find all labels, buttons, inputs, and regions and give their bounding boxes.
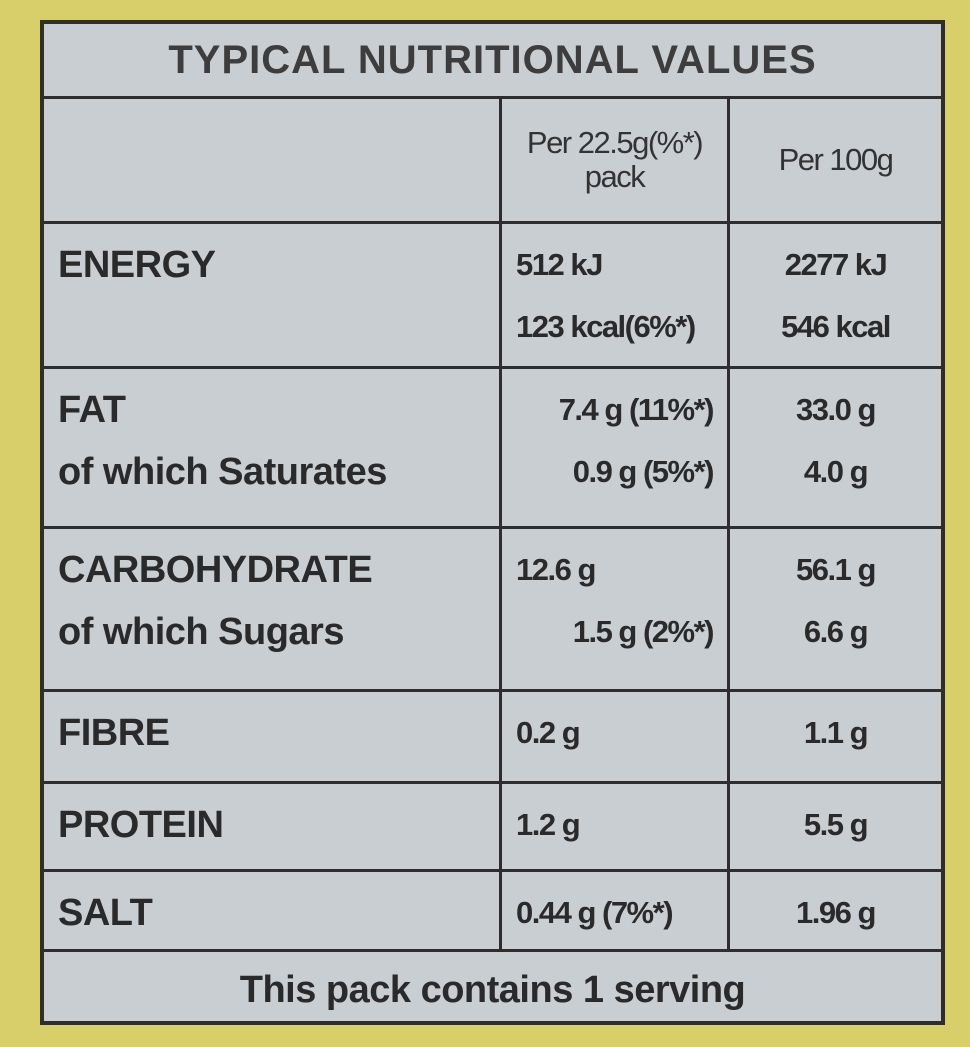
per-pack-value: 7.4 g (11%*) (558, 392, 715, 427)
per-100g-cell: 56.1 g 6.6 g (730, 529, 941, 689)
per-100g-value: 5.5 g (803, 807, 869, 842)
per-pack-value: 0.9 g (5%*) (572, 454, 715, 489)
table-row: ENERGY 512 kJ 123 kcal(6%*) 2277 kJ 546 kcal (44, 224, 941, 369)
nutrition-table: TYPICAL NUTRITIONAL VALUES Per 22.5g(%*)… (40, 20, 945, 1025)
nutrient-cell: FAT of which Saturates (44, 369, 502, 526)
per-100g-value: 2277 kJ (784, 247, 888, 282)
header-cell: Per 22.5g(%*) pack (502, 99, 730, 221)
per-pack-cell: 0.44 g (7%*) (502, 872, 730, 949)
table-row: FIBRE 0.2 g 1.1 g (44, 692, 941, 784)
per-pack-value: 512 kJ (516, 247, 603, 282)
per-pack-value: 0.2 g (516, 715, 581, 750)
per-100g-value: 56.1 g (796, 552, 876, 587)
per-100g-value: 6.6 g (803, 614, 869, 649)
per-pack-value: 12.6 g (516, 552, 596, 587)
per-pack-value: 123 kcal(6%*) (516, 309, 696, 344)
nutrient-label: PROTEIN (58, 804, 224, 846)
per-100g-cell: 33.0 g 4.0 g (730, 369, 941, 526)
nutrient-cell: SALT (44, 872, 502, 949)
nutrient-label: of which Sugars (58, 611, 344, 653)
column-header: pack (584, 159, 646, 194)
header-cell: Per 100g (730, 99, 941, 221)
header-cell (44, 99, 502, 221)
per-pack-cell: 0.2 g (502, 692, 730, 781)
per-100g-cell: 1.96 g (730, 872, 941, 949)
table-title: TYPICAL NUTRITIONAL VALUES (44, 24, 941, 99)
nutrient-label: SALT (58, 892, 153, 934)
per-100g-cell: 2277 kJ 546 kcal (730, 224, 941, 366)
column-header: Per 22.5g(%*) (526, 125, 704, 160)
nutrient-label: FIBRE (58, 712, 170, 754)
nutrient-label: of which Saturates (58, 451, 387, 493)
per-pack-value: 0.44 g (7%*) (516, 895, 674, 930)
per-pack-value: 1.2 g (516, 807, 581, 842)
nutrient-label: CARBOHYDRATE (58, 549, 373, 591)
table-footer: This pack contains 1 serving (44, 949, 941, 1028)
per-pack-cell: 512 kJ 123 kcal(6%*) (502, 224, 730, 366)
nutrient-cell: ENERGY (44, 224, 502, 366)
nutrient-cell: CARBOHYDRATE of which Sugars (44, 529, 502, 689)
per-100g-value: 33.0 g (796, 392, 876, 427)
column-header: Per 100g (778, 142, 894, 177)
table-row: SALT 0.44 g (7%*) 1.96 g (44, 872, 941, 949)
table-row: CARBOHYDRATE of which Sugars 12.6 g 1.5 g (… (44, 529, 941, 692)
per-100g-value: 1.1 g (803, 715, 869, 750)
nutrient-cell: FIBRE (44, 692, 502, 781)
per-pack-cell: 7.4 g (11%*) 0.9 g (5%*) (502, 369, 730, 526)
nutrient-cell: PROTEIN (44, 784, 502, 869)
per-100g-cell: 1.1 g (730, 692, 941, 781)
per-100g-value: 1.96 g (796, 895, 876, 930)
nutrient-label: ENERGY (58, 244, 216, 286)
table-row: FAT of which Saturates 7.4 g (11%*) 0.9 g (… (44, 369, 941, 529)
table-body: ENERGY 512 kJ 123 kcal(6%*) 2277 kJ 546 kcal… (44, 224, 941, 949)
nutrient-label: FAT (58, 389, 126, 431)
header-row: Per 22.5g(%*) pack Per 100g (44, 99, 941, 224)
per-100g-value: 546 kcal (781, 309, 891, 344)
per-pack-cell: 1.2 g (502, 784, 730, 869)
per-100g-value: 4.0 g (803, 454, 869, 489)
per-100g-cell: 5.5 g (730, 784, 941, 869)
table-row: PROTEIN 1.2 g 5.5 g (44, 784, 941, 872)
per-pack-value: 1.5 g (2%*) (572, 614, 715, 649)
per-pack-cell: 12.6 g 1.5 g (2%*) (502, 529, 730, 689)
